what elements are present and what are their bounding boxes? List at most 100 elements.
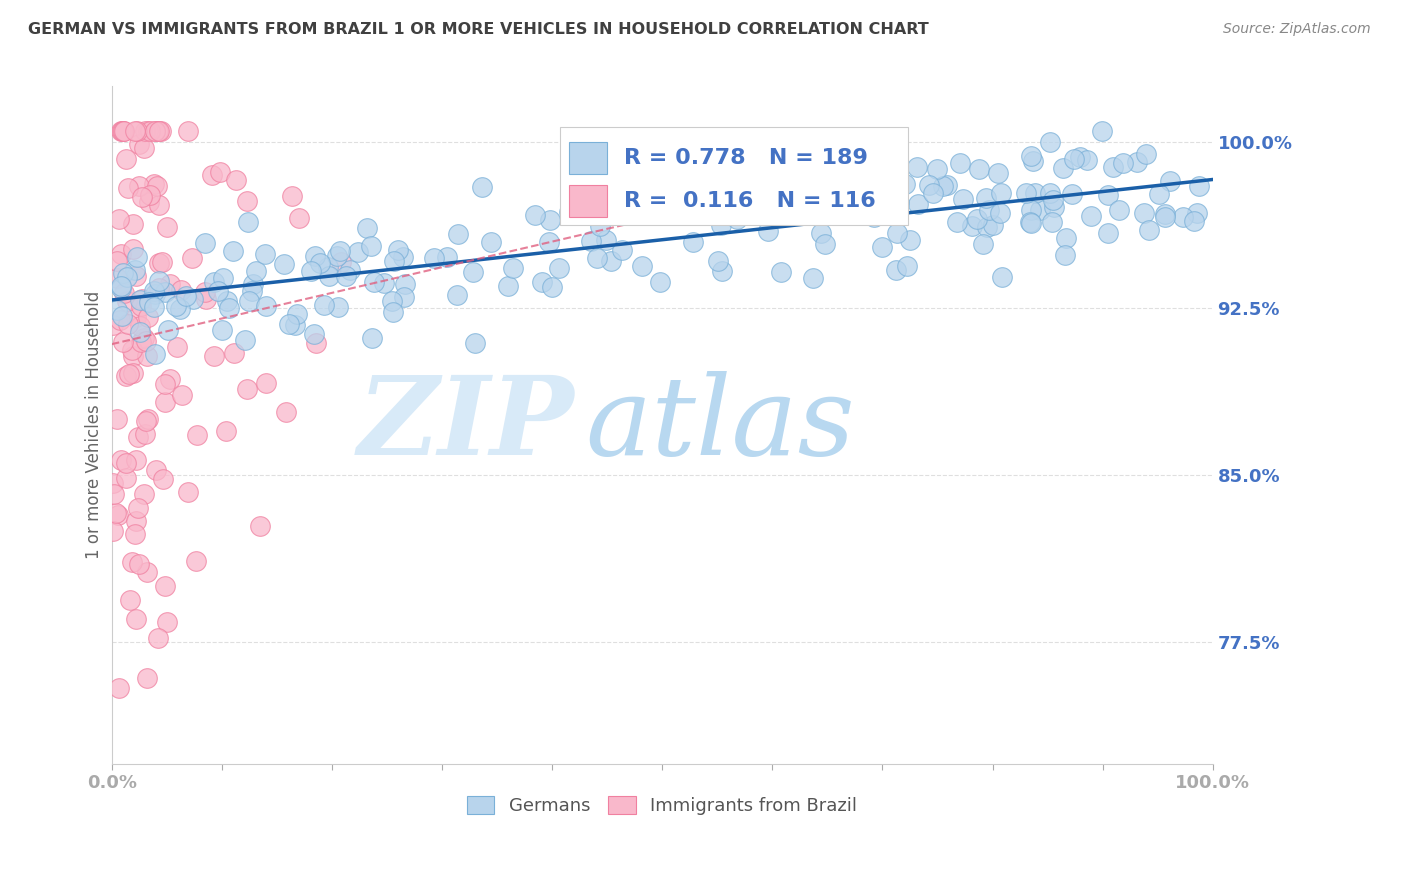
Germans <box>360 239 382 253</box>
Germans <box>884 263 907 277</box>
Germans <box>502 260 524 275</box>
Germans <box>143 347 166 361</box>
Germans <box>1171 211 1194 225</box>
Immigrants from Brazil <box>148 256 170 270</box>
Germans <box>1182 214 1205 228</box>
Germans <box>579 234 602 248</box>
Germans <box>240 284 263 298</box>
Immigrants from Brazil <box>128 557 150 571</box>
Immigrants from Brazil <box>249 519 271 533</box>
Germans <box>1029 202 1052 217</box>
Germans <box>346 244 368 259</box>
Germans <box>436 250 458 264</box>
Immigrants from Brazil <box>128 178 150 193</box>
Immigrants from Brazil <box>127 501 149 516</box>
Immigrants from Brazil <box>149 124 172 138</box>
Germans <box>810 227 832 241</box>
Immigrants from Brazil <box>127 429 149 443</box>
Immigrants from Brazil <box>125 612 148 626</box>
Immigrants from Brazil <box>135 671 157 685</box>
Germans <box>1052 161 1074 175</box>
Germans <box>1069 150 1091 164</box>
Germans <box>479 235 502 250</box>
Germans <box>312 298 335 312</box>
Immigrants from Brazil <box>125 124 148 138</box>
Germans <box>977 202 1000 217</box>
Germans <box>541 280 564 294</box>
Germans <box>716 180 738 194</box>
Germans <box>558 206 581 220</box>
Germans <box>1135 147 1157 161</box>
Germans <box>586 251 609 265</box>
Immigrants from Brazil <box>129 299 152 313</box>
Immigrants from Brazil <box>139 124 162 138</box>
Immigrants from Brazil <box>148 124 170 138</box>
Immigrants from Brazil <box>122 349 145 363</box>
Germans <box>599 254 621 268</box>
Germans <box>1063 152 1085 166</box>
Germans <box>1154 207 1177 221</box>
Germans <box>309 256 332 270</box>
Immigrants from Brazil <box>128 137 150 152</box>
Immigrants from Brazil <box>145 179 167 194</box>
Germans <box>887 196 910 211</box>
Germans <box>1108 202 1130 217</box>
Germans <box>361 331 384 345</box>
Immigrants from Brazil <box>186 427 208 442</box>
Immigrants from Brazil <box>153 394 176 409</box>
Germans <box>128 325 150 339</box>
Germans <box>1147 186 1170 201</box>
Germans <box>626 178 648 192</box>
Germans <box>974 192 997 206</box>
Immigrants from Brazil <box>177 124 200 138</box>
Immigrants from Brazil <box>139 188 162 202</box>
Germans <box>1018 215 1040 229</box>
Germans <box>222 244 245 258</box>
Germans <box>932 179 955 194</box>
Immigrants from Brazil <box>329 255 352 269</box>
Germans <box>446 287 468 301</box>
Germans <box>218 301 240 315</box>
Germans <box>886 226 908 240</box>
Immigrants from Brazil <box>107 212 129 227</box>
Germans <box>138 295 160 310</box>
Germans <box>1080 209 1102 223</box>
Germans <box>814 237 837 252</box>
Immigrants from Brazil <box>202 349 225 363</box>
Germans <box>1133 205 1156 219</box>
Germans <box>273 257 295 271</box>
Immigrants from Brazil <box>153 376 176 391</box>
Immigrants from Brazil <box>177 485 200 500</box>
Immigrants from Brazil <box>110 124 132 138</box>
Germans <box>129 293 152 307</box>
Immigrants from Brazil <box>121 366 143 380</box>
Germans <box>1154 211 1177 225</box>
Germans <box>921 186 943 200</box>
Germans <box>356 221 378 235</box>
Germans <box>918 178 941 192</box>
Immigrants from Brazil <box>131 292 153 306</box>
Immigrants from Brazil <box>107 508 129 522</box>
Germans <box>945 214 967 228</box>
Germans <box>142 285 165 299</box>
Germans <box>1062 187 1084 202</box>
Immigrants from Brazil <box>136 124 159 138</box>
Germans <box>394 277 416 291</box>
Germans <box>720 203 742 218</box>
Bar <box>568 185 607 218</box>
Germans <box>254 299 277 313</box>
Germans <box>471 179 494 194</box>
Germans <box>124 263 146 277</box>
Germans <box>925 162 948 177</box>
Germans <box>148 274 170 288</box>
Germans <box>547 260 569 275</box>
Germans <box>211 323 233 337</box>
Germans <box>905 160 928 174</box>
Germans <box>853 200 876 214</box>
Germans <box>960 219 983 233</box>
Immigrants from Brazil <box>194 292 217 306</box>
Germans <box>872 240 894 254</box>
Text: Source: ZipAtlas.com: Source: ZipAtlas.com <box>1223 22 1371 37</box>
Text: atlas: atlas <box>585 371 855 479</box>
Immigrants from Brazil <box>125 268 148 283</box>
